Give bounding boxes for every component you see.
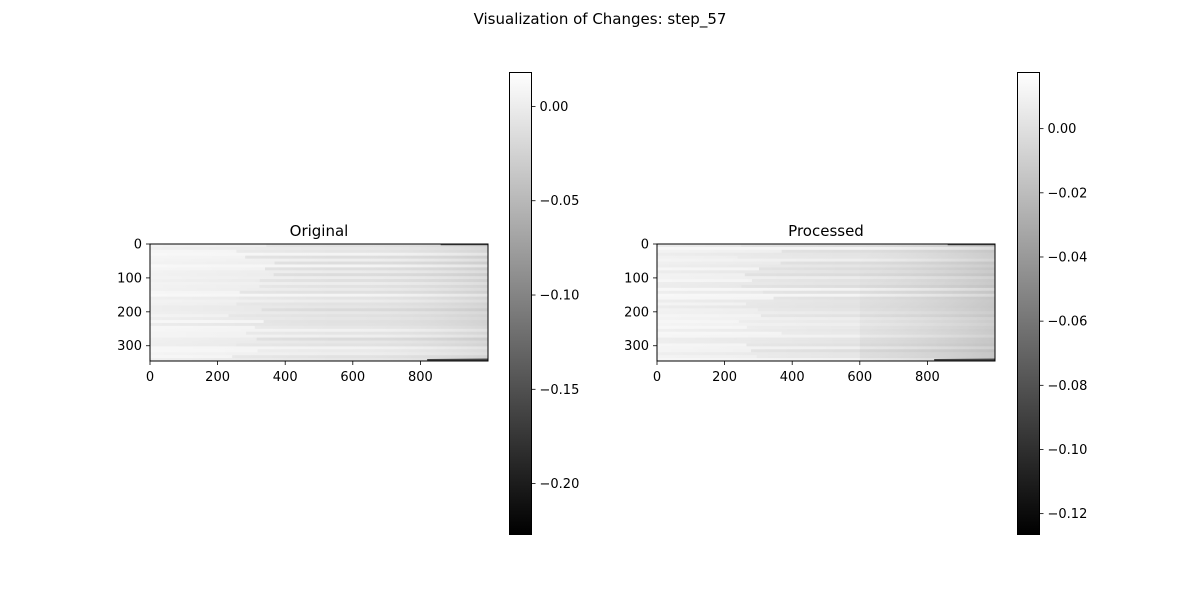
x-axis-processed: 0 200 400 600 800 — [653, 361, 940, 385]
y-axis-processed: 0 100 200 300 — [624, 238, 657, 354]
axes-title-processed: Processed — [788, 222, 864, 240]
axes-title-original: Original — [290, 222, 349, 240]
x-tick-label: 400 — [273, 370, 298, 385]
y-tick-label: 0 — [641, 238, 649, 253]
x-tick-label: 200 — [205, 370, 230, 385]
x-tick-label: 800 — [915, 370, 940, 385]
y-tick-label: 200 — [117, 305, 142, 320]
colorbar-original — [509, 72, 532, 535]
y-axis-original: 0 100 200 300 — [117, 238, 150, 354]
colorbar-tick-label: 0.00 — [540, 100, 569, 115]
heatmap-diagonal-shade — [859, 244, 995, 361]
x-tick-label: 800 — [408, 370, 433, 385]
heatmap-image-original — [150, 243, 489, 362]
x-tick-label: 0 — [146, 370, 154, 385]
x-tick-label: 600 — [340, 370, 365, 385]
colorbar-tick-label: −0.02 — [1048, 186, 1088, 201]
y-tick-label: 300 — [624, 339, 649, 354]
y-tick-label: 0 — [134, 238, 142, 253]
colorbar-tick-label: 0.00 — [1048, 122, 1077, 137]
y-tick-label: 100 — [624, 271, 649, 286]
panel-original: Original 0 200 400 600 800 0 100 200 300 0.00 −0… — [117, 72, 580, 535]
y-tick-label: 300 — [117, 339, 142, 354]
heatmap-edge-bottom — [934, 358, 996, 361]
heatmap-image-processed — [657, 243, 996, 362]
heatmap-edge-bottom — [427, 358, 489, 361]
x-tick-label: 200 — [712, 370, 737, 385]
colorbar-tick-label: −0.15 — [540, 383, 580, 398]
colorbar-tick-label: −0.12 — [1048, 507, 1088, 522]
panel-processed: Processed 0 200 400 600 800 0 100 200 300 0.00 −… — [624, 72, 1088, 535]
colorbar-tick-label: −0.06 — [1048, 315, 1088, 330]
axes-frame-original — [149, 243, 489, 362]
x-tick-label: 600 — [847, 370, 872, 385]
colorbar-axis-original: 0.00 −0.05 −0.10 −0.15 −0.20 — [531, 100, 580, 492]
colorbar-tick-label: −0.10 — [540, 289, 580, 304]
colorbar-tick-label: −0.10 — [1048, 443, 1088, 458]
colorbar-tick-label: −0.08 — [1048, 379, 1088, 394]
colorbar-processed — [1017, 72, 1040, 535]
colorbar-tick-label: −0.04 — [1048, 250, 1088, 265]
colorbar-tick-label: −0.20 — [540, 477, 580, 492]
x-tick-label: 0 — [653, 370, 661, 385]
colorbar-tick-label: −0.05 — [540, 194, 580, 209]
axes-frame-processed — [656, 243, 996, 362]
colorbar-axis-processed: 0.00 −0.02 −0.04 −0.06 −0.08 −0.10 −0.12 — [1039, 122, 1088, 522]
y-tick-label: 200 — [624, 305, 649, 320]
x-tick-label: 400 — [780, 370, 805, 385]
x-axis-original: 0 200 400 600 800 — [146, 361, 433, 385]
figure-suptitle: Visualization of Changes: step_57 — [474, 10, 727, 29]
y-tick-label: 100 — [117, 271, 142, 286]
heatmap-fade — [150, 244, 488, 361]
